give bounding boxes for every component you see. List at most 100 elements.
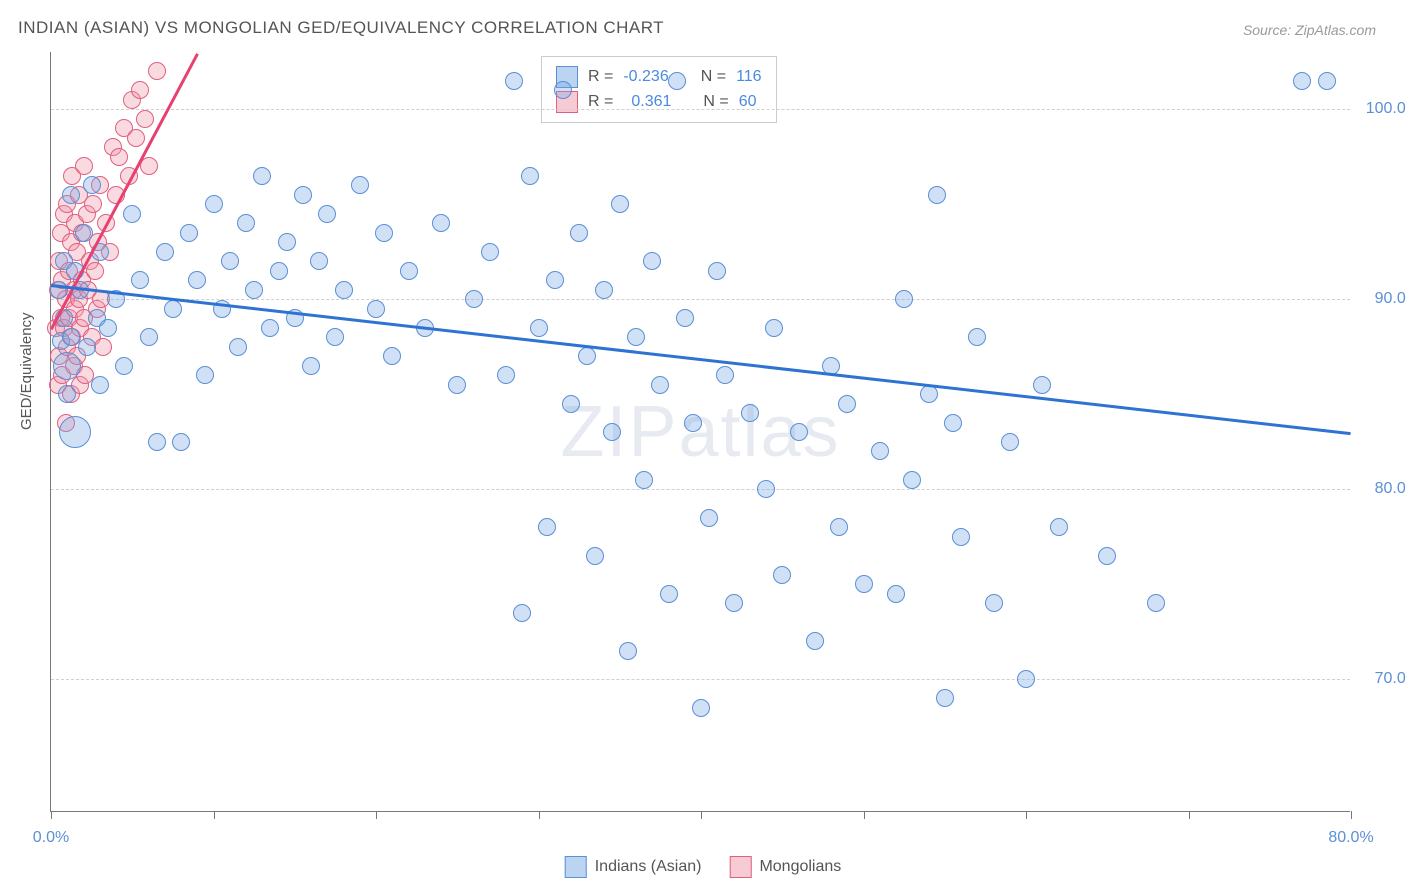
data-point	[643, 252, 661, 270]
data-point	[936, 689, 954, 707]
data-point	[513, 604, 531, 622]
data-point	[578, 347, 596, 365]
data-point	[570, 224, 588, 242]
grid-line	[51, 679, 1350, 680]
data-point	[806, 632, 824, 650]
data-point	[172, 433, 190, 451]
trend-line	[51, 284, 1351, 435]
data-point	[830, 518, 848, 536]
data-point	[127, 129, 145, 147]
data-point	[968, 328, 986, 346]
data-point	[497, 366, 515, 384]
r-label: R =	[588, 68, 613, 86]
data-point	[1293, 72, 1311, 90]
data-point	[302, 357, 320, 375]
data-point	[205, 195, 223, 213]
data-point	[586, 547, 604, 565]
data-point	[765, 319, 783, 337]
data-point	[53, 352, 81, 380]
x-tick-label: 0.0%	[33, 829, 69, 847]
data-point	[294, 186, 312, 204]
data-point	[383, 347, 401, 365]
legend-item-pink: Mongolians	[729, 856, 841, 878]
data-point	[651, 376, 669, 394]
data-point	[99, 319, 117, 337]
data-point	[115, 357, 133, 375]
source-label: Source: ZipAtlas.com	[1243, 22, 1376, 38]
data-point	[229, 338, 247, 356]
data-point	[261, 319, 279, 337]
data-point	[91, 376, 109, 394]
data-point	[318, 205, 336, 223]
data-point	[50, 281, 68, 299]
data-point	[611, 195, 629, 213]
data-point	[668, 72, 686, 90]
data-point	[310, 252, 328, 270]
data-point	[546, 271, 564, 289]
data-point	[716, 366, 734, 384]
data-point	[1147, 594, 1165, 612]
data-point	[790, 423, 808, 441]
data-point	[521, 167, 539, 185]
data-point	[245, 281, 263, 299]
x-tick	[1351, 811, 1352, 819]
data-point	[692, 699, 710, 717]
data-point	[944, 414, 962, 432]
data-point	[351, 176, 369, 194]
grid-line	[51, 109, 1350, 110]
data-point	[131, 81, 149, 99]
data-point	[335, 281, 353, 299]
data-point	[538, 518, 556, 536]
data-point	[84, 195, 102, 213]
swatch-blue-icon	[565, 856, 587, 878]
x-tick	[214, 811, 215, 819]
data-point	[62, 186, 80, 204]
data-point	[278, 233, 296, 251]
data-point	[725, 594, 743, 612]
data-point	[221, 252, 239, 270]
data-point	[131, 271, 149, 289]
data-point	[326, 328, 344, 346]
data-point	[94, 338, 112, 356]
data-point	[253, 167, 271, 185]
data-point	[708, 262, 726, 280]
data-point	[83, 176, 101, 194]
data-point	[838, 395, 856, 413]
data-point	[188, 271, 206, 289]
data-point	[1318, 72, 1336, 90]
data-point	[895, 290, 913, 308]
data-point	[164, 300, 182, 318]
series-legend: Indians (Asian) Mongolians	[565, 856, 842, 878]
swatch-pink-icon	[729, 856, 751, 878]
data-point	[481, 243, 499, 261]
data-point	[920, 385, 938, 403]
x-tick-label: 80.0%	[1328, 829, 1373, 847]
data-point	[1017, 670, 1035, 688]
data-point	[75, 224, 93, 242]
data-point	[465, 290, 483, 308]
y-axis-label: GED/Equivalency	[18, 312, 35, 430]
x-tick	[51, 811, 52, 819]
data-point	[952, 528, 970, 546]
x-tick	[864, 811, 865, 819]
n-value-blue: 116	[736, 68, 762, 86]
data-point	[59, 416, 91, 448]
y-tick-label: 70.0%	[1375, 670, 1406, 688]
data-point	[86, 262, 104, 280]
data-point	[432, 214, 450, 232]
data-point	[1098, 547, 1116, 565]
x-tick	[376, 811, 377, 819]
data-point	[180, 224, 198, 242]
data-point	[400, 262, 418, 280]
data-point	[757, 480, 775, 498]
data-point	[62, 328, 80, 346]
grid-line	[51, 489, 1350, 490]
data-point	[619, 642, 637, 660]
data-point	[773, 566, 791, 584]
data-point	[375, 224, 393, 242]
data-point	[700, 509, 718, 527]
data-point	[985, 594, 1003, 612]
grid-line	[51, 299, 1350, 300]
data-point	[1033, 376, 1051, 394]
data-point	[684, 414, 702, 432]
